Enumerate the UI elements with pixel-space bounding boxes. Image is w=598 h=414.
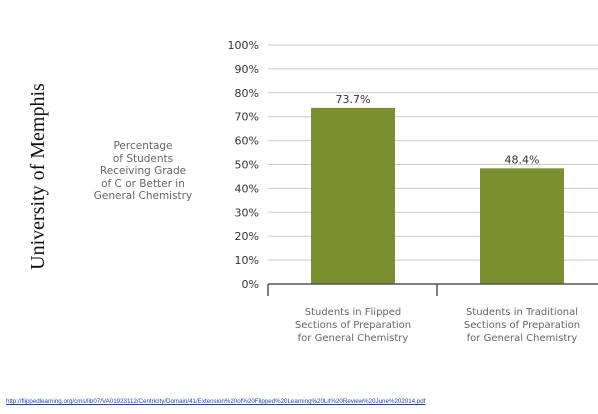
x-category-label: Sections of Preparation (464, 320, 580, 331)
bar (480, 168, 564, 284)
y-axis-label-line: Percentage (113, 140, 173, 152)
x-category-label: Students in Traditional (466, 307, 578, 318)
bar-value-label: 73.7% (336, 93, 371, 106)
y-tick-label: 90% (235, 63, 259, 76)
bar (311, 107, 395, 285)
y-tick-label: 80% (235, 87, 259, 100)
source-link[interactable]: http://flippedlearning.org/cms/lib07/VA0… (6, 398, 426, 405)
x-category-label: Sections of Preparation (295, 320, 411, 331)
x-category-label: for General Chemistry (467, 333, 578, 344)
y-tick-label: 50% (235, 159, 259, 172)
x-category-label: Students in Flipped (305, 307, 402, 318)
y-axis-label-line: General Chemistry (93, 190, 193, 202)
bar-value-label: 48.4% (505, 153, 540, 166)
y-tick-label: 70% (235, 111, 259, 124)
x-category-label: for General Chemistry (298, 333, 409, 344)
y-axis-label-line: Receiving Grade (99, 165, 187, 177)
y-tick-label: 30% (235, 206, 259, 219)
y-tick-label: 100% (228, 39, 259, 52)
y-tick-label: 40% (235, 182, 259, 195)
y-tick-label: 60% (235, 135, 259, 148)
y-axis-label-line: of C or Better in (101, 177, 185, 190)
y-axis-label: Percentage of Students Receiving Grade o… (78, 140, 208, 203)
y-axis-label-line: of Students (112, 152, 174, 165)
y-tick-label: 0% (242, 278, 259, 291)
y-tick-label: 20% (235, 230, 259, 243)
y-tick-label: 10% (235, 254, 259, 267)
